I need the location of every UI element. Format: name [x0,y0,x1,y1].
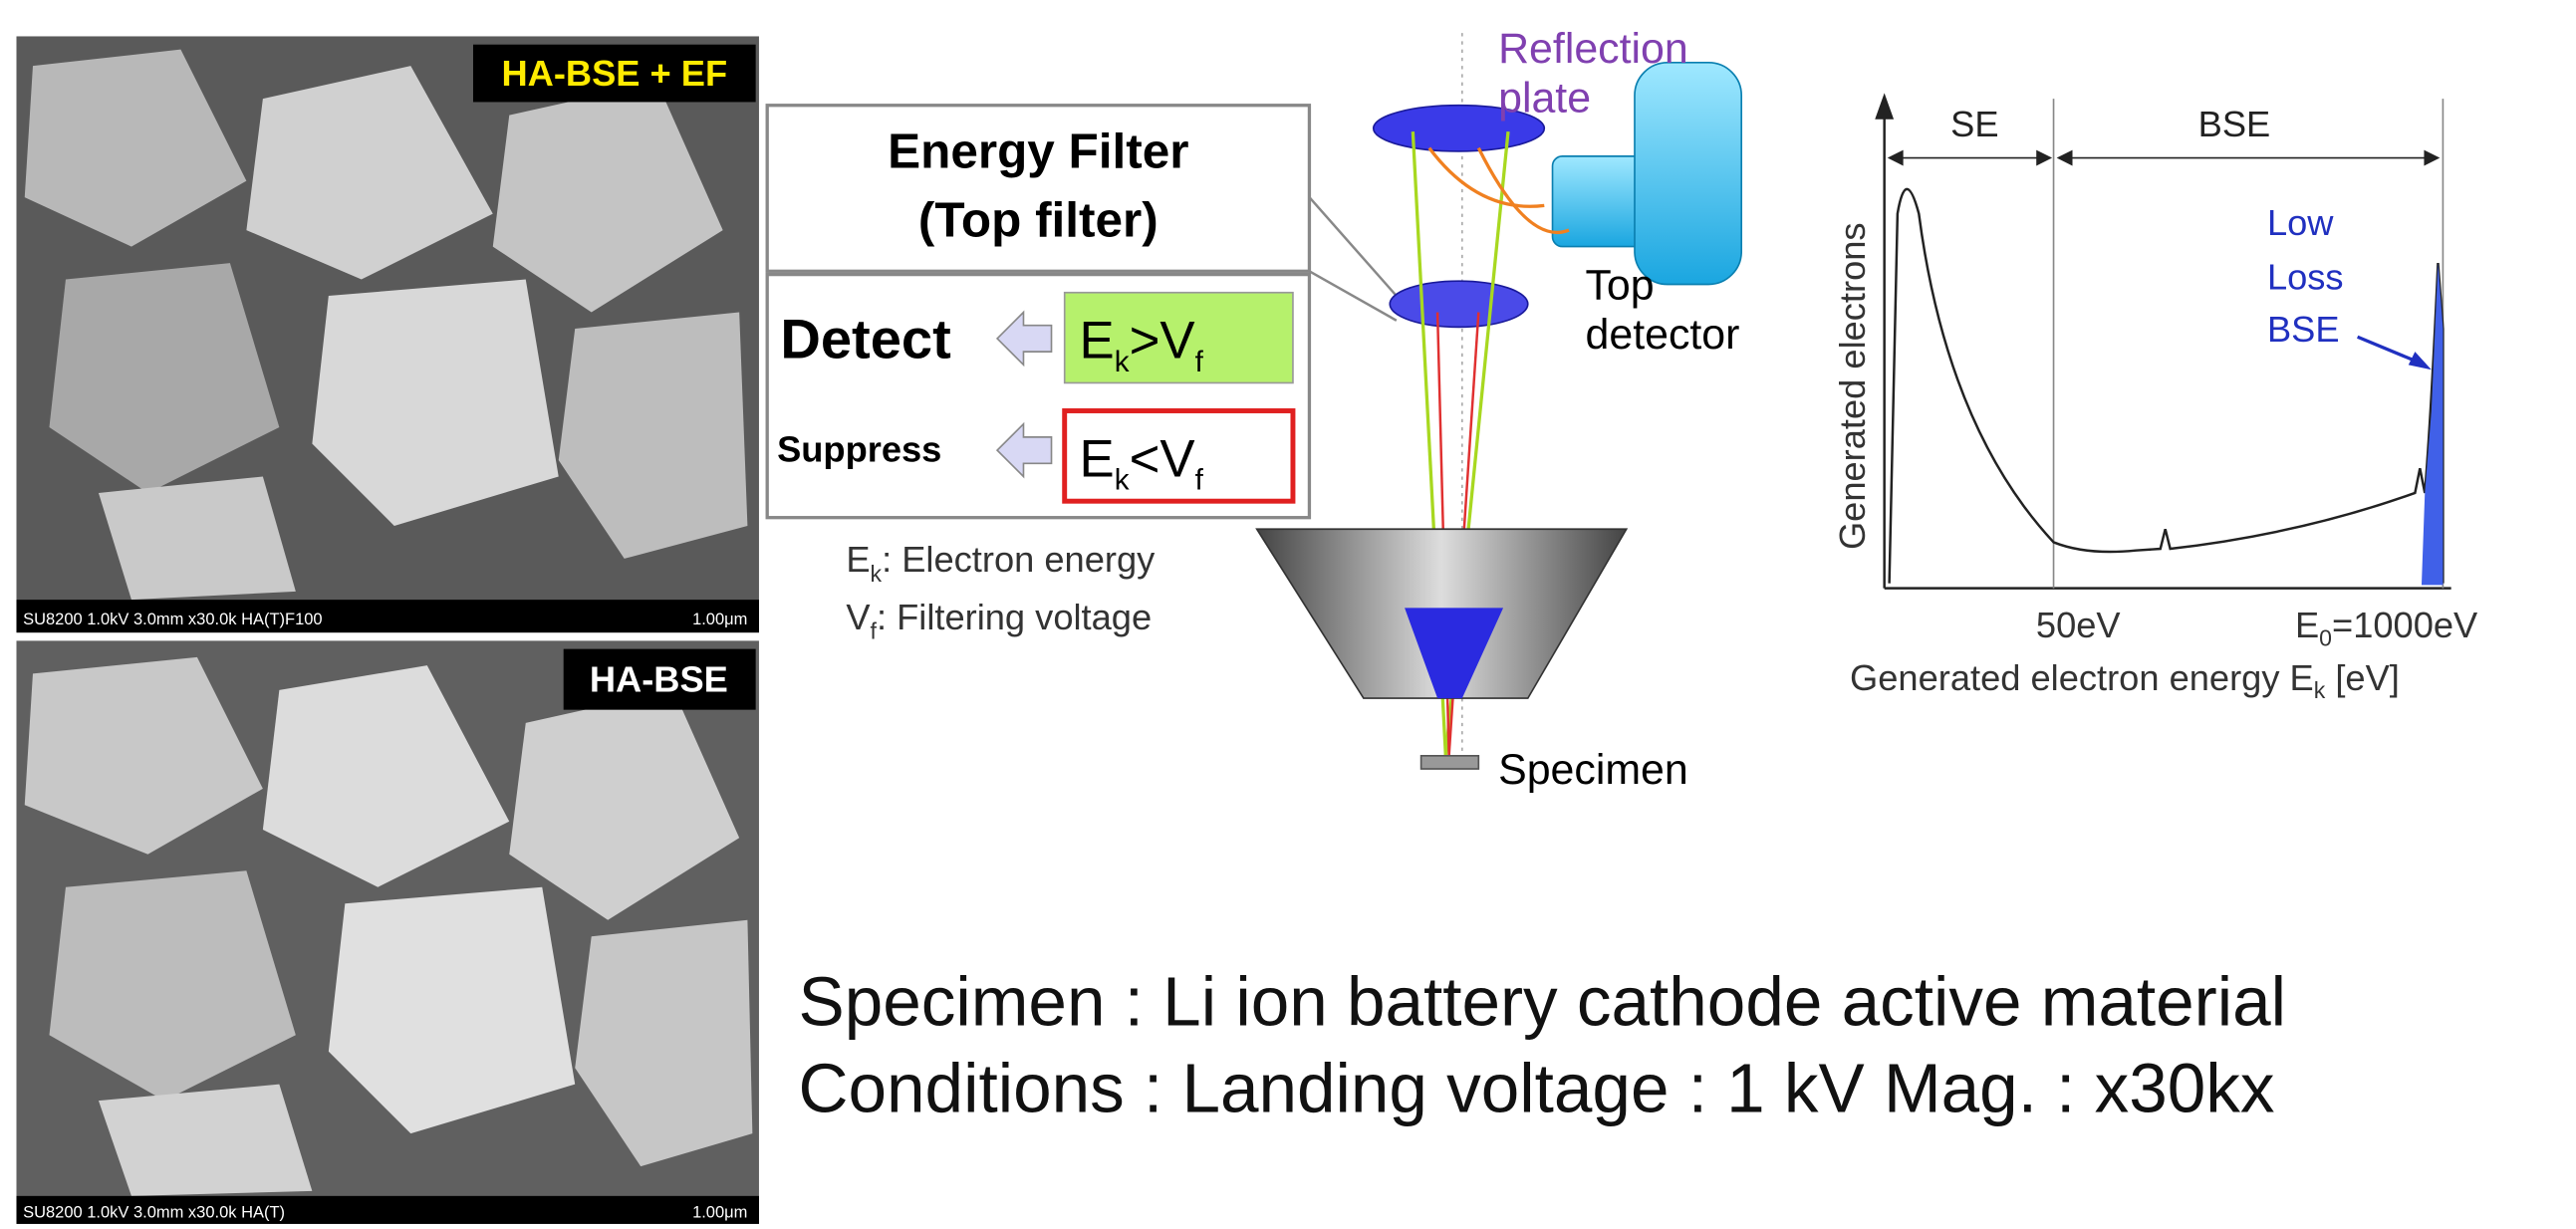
callout-line [1309,197,1396,296]
sem-image-bottom: HA-BSE SU8200 1.0kV 3.0mm x30.0k HA(T) 1… [16,640,758,1223]
suppress-condition: Ek<Vf [1080,429,1204,496]
low-loss-label: BSE [2267,309,2340,350]
legend-entry: Vf: Filtering voltage [846,597,1152,644]
se-label: SE [1950,104,1998,144]
note: Conditions : Landing voltage : 1 kV Mag.… [799,1050,2275,1127]
top-detector-label: detector [1586,311,1740,359]
low-loss-label: Low [2267,202,2334,243]
page: HA-BSE + EF SU8200 1.0kV 3.0mm x30.0k HA… [0,0,2576,1229]
filter-title: Energy Filter [888,123,1188,178]
top-detector-label: Top [1586,261,1655,309]
scale-label: 1.00μm [692,611,747,628]
y-axis-label: Generated electrons [1832,222,1873,550]
reflection-plate-label: plate [1498,74,1591,122]
x-tick-label: 50eV [2036,605,2122,645]
suppress-label: Suppress [777,429,941,470]
reflection-plate-label: Reflection [1498,25,1688,73]
sem-image-top: HA-BSE + EF SU8200 1.0kV 3.0mm x30.0k HA… [16,36,758,632]
detect-condition: Ek>Vf [1080,312,1204,378]
badge: HA-BSE + EF [501,53,727,94]
detector-setup [1257,33,1742,772]
legend-entry: Ek: Electron energy [846,539,1156,587]
spectrum-graph [1876,96,2450,589]
figure: HA-BSE + EF SU8200 1.0kV 3.0mm x30.0k HA… [0,0,2576,1229]
specimen-label: Specimen [1498,746,1688,794]
bse-label: BSE [2198,104,2271,144]
x-axis-label: Generated electron energy Ek [eV] [1850,657,2400,703]
filter-subtitle: (Top filter) [918,193,1159,248]
scale-label: 1.00μm [692,1203,747,1221]
note: Specimen : Li ion battery cathode active… [799,962,2287,1040]
x-tick-label: E0=1000eV [2295,605,2478,650]
image-info: SU8200 1.0kV 3.0mm x30.0k HA(T)F100 [23,611,323,628]
detect-label: Detect [780,308,950,370]
badge: HA-BSE [590,659,728,700]
low-loss-label: Loss [2267,256,2344,297]
callout-line [1309,271,1396,320]
image-info: SU8200 1.0kV 3.0mm x30.0k HA(T) [23,1203,285,1221]
